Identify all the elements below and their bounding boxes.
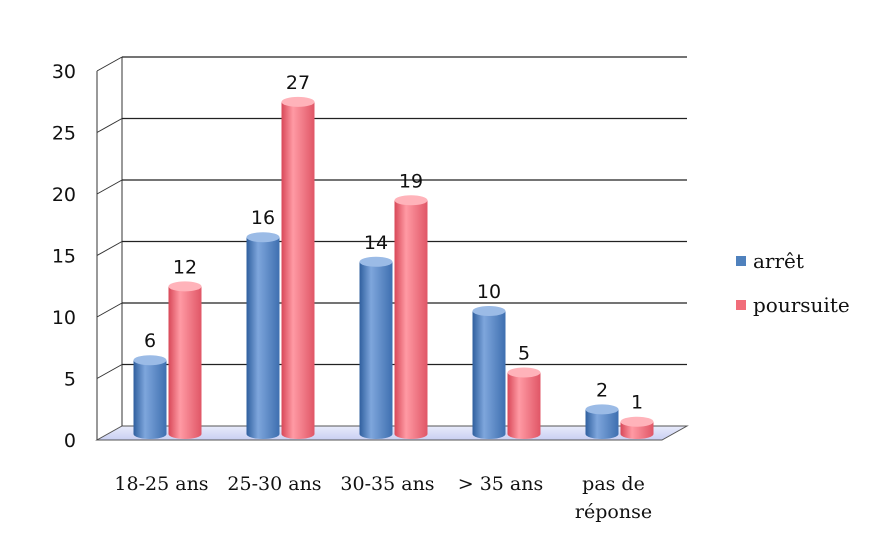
bar-top (472, 306, 506, 316)
data-label: 19 (399, 170, 423, 192)
data-label: 2 (596, 379, 608, 401)
bar-top (133, 355, 167, 366)
legend-label: arrêt (753, 249, 804, 273)
gridline-side (96, 364, 123, 379)
x-tick-label: > 35 ans (458, 473, 544, 495)
bar-top (507, 367, 541, 378)
y-tick-label: 5 (64, 369, 76, 391)
data-label: 6 (144, 330, 156, 352)
y-tick-label: 10 (52, 307, 76, 329)
bar-poursuite (394, 195, 428, 439)
x-tick-label: réponse (575, 501, 652, 523)
bar-body (133, 360, 167, 439)
legend-swatch (736, 256, 746, 266)
legend-label: poursuite (753, 293, 850, 317)
bar-arret (246, 232, 280, 439)
data-label: 27 (286, 72, 310, 94)
bar-arret (133, 355, 167, 439)
data-label: 14 (364, 232, 388, 254)
bar-top (585, 404, 619, 415)
bar-body (168, 286, 202, 439)
axis-layer: 0 5 10 15 20 25 30 (52, 61, 98, 452)
y-tick-label: 30 (52, 61, 76, 83)
y-tick-label: 15 (52, 246, 76, 268)
bar-top (394, 195, 428, 206)
bar-body (394, 200, 428, 439)
x-tick-label: 30-35 ans (340, 473, 434, 495)
x-tick-label: pas de (582, 473, 645, 495)
bar-top (168, 281, 202, 292)
data-label: 12 (173, 256, 197, 278)
bar-top (246, 232, 280, 243)
bar-poursuite (620, 416, 654, 439)
bar-body (281, 101, 315, 440)
bar-poursuite (281, 96, 315, 440)
bar-arret (359, 256, 393, 439)
gridline-side (96, 179, 123, 195)
x-tick-label: 18-25 ans (114, 473, 208, 495)
gridline-side (96, 241, 123, 256)
bar-body (585, 409, 619, 439)
y-tick-label: 0 (64, 430, 76, 452)
bar-top (359, 256, 393, 267)
bar-top (620, 416, 654, 427)
gridline-side (96, 118, 123, 133)
y-tick-label: 20 (52, 184, 76, 206)
gridline-side (96, 302, 123, 318)
bar-poursuite (168, 281, 202, 439)
bar-arret (585, 404, 619, 439)
bar-body (472, 311, 506, 439)
bar-body (359, 261, 393, 439)
bar-poursuite (507, 367, 541, 439)
x-tick-label: 25-30 ans (227, 473, 321, 495)
data-label: 16 (251, 207, 275, 229)
bar-body (507, 372, 541, 439)
bar-body (246, 237, 280, 439)
data-label: 10 (477, 281, 501, 303)
bar-arret (472, 306, 506, 439)
data-label: 1 (631, 392, 643, 414)
data-label: 5 (518, 343, 530, 365)
bar-top (281, 96, 315, 107)
bars-layer (133, 96, 654, 440)
legend-swatch (736, 300, 746, 310)
gridline-side (96, 56, 123, 72)
legend: arrêt poursuite (736, 249, 850, 317)
y-tick-label: 25 (52, 123, 76, 145)
